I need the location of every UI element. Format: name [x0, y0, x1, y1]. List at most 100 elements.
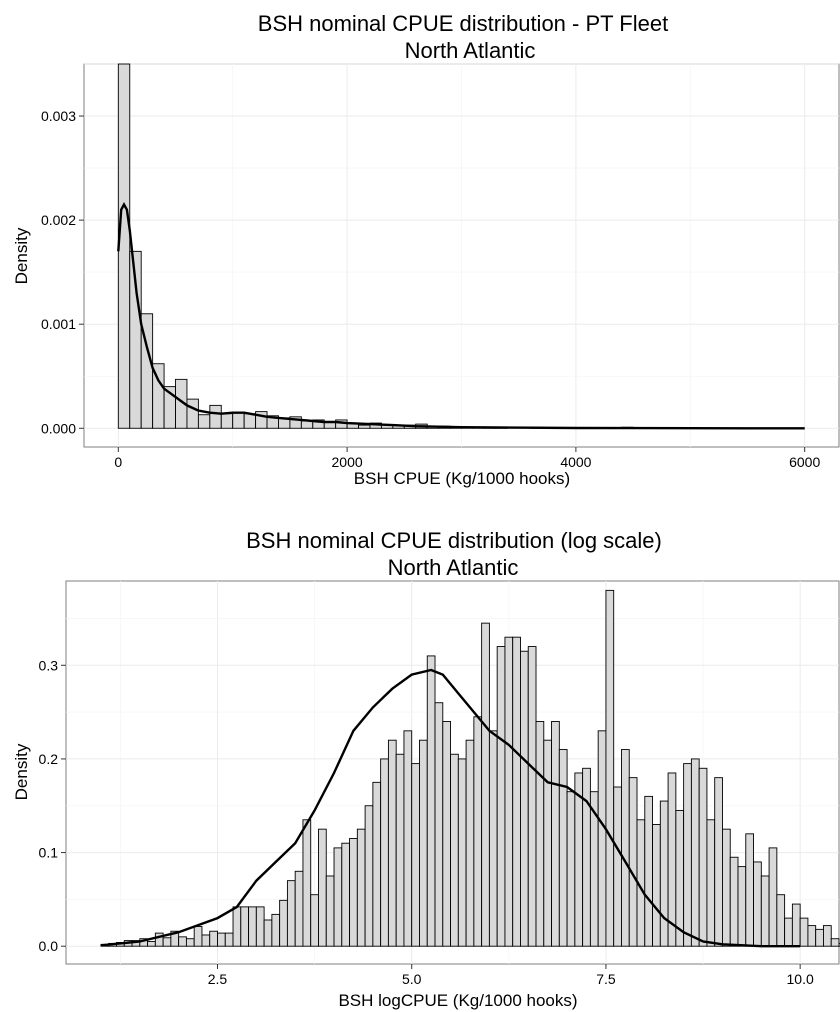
histogram-bar	[652, 824, 661, 947]
histogram-bar	[745, 833, 754, 947]
histogram-bar	[481, 622, 490, 947]
histogram-bar	[358, 424, 371, 429]
histogram-bar	[558, 749, 568, 947]
histogram-bar	[224, 932, 234, 947]
histogram-bar	[395, 753, 405, 947]
histogram-bar	[201, 934, 211, 947]
cpue-histogram-panel: BSH nominal CPUE distribution - PT Fleet…	[12, 11, 840, 488]
histogram-bar	[628, 777, 638, 947]
histogram-bar	[232, 906, 242, 947]
histogram-bar	[706, 819, 716, 947]
histogram-bar	[318, 828, 327, 947]
log-cpue-histogram-panel: BSH nominal CPUE distribution (log scale…	[12, 528, 840, 1010]
histogram-bar	[387, 739, 397, 947]
histogram-bar	[442, 721, 452, 947]
histogram-bar	[535, 721, 545, 947]
histogram-bar	[613, 786, 622, 947]
histogram-bar	[823, 925, 832, 947]
histogram-bar	[799, 917, 809, 947]
x-tick-label: 5.0	[402, 971, 422, 987]
chart-subtitle: North Atlantic	[388, 555, 519, 580]
histogram-bar	[411, 763, 420, 947]
histogram-bar	[209, 404, 222, 429]
x-axis-label: BSH logCPUE (Kg/1000 hooks)	[338, 991, 577, 1010]
y-axis-label: Density	[12, 227, 31, 284]
histogram-bar	[356, 828, 366, 947]
x-tick-label: 6000	[789, 454, 820, 470]
histogram-bar	[776, 894, 786, 947]
y-axis-ticks: 0.000 0.001 0.002 0.003	[41, 108, 84, 436]
histogram-bar	[232, 412, 245, 429]
histogram-bar	[186, 398, 199, 429]
histogram-bar	[457, 758, 467, 947]
histogram-bar	[520, 650, 529, 947]
histogram-bar	[302, 819, 312, 947]
y-axis-ticks: 0.0 0.1 0.2 0.3	[39, 657, 66, 954]
histogram-bar	[255, 906, 265, 947]
x-tick-label: 2000	[332, 454, 363, 470]
histogram-bars	[100, 589, 840, 947]
histogram-bar	[551, 721, 560, 947]
histogram-bar	[488, 730, 498, 947]
x-tick-label: 4000	[560, 454, 591, 470]
histogram-bar	[434, 702, 444, 947]
histogram-bar	[465, 739, 475, 947]
histogram-bar	[714, 777, 723, 947]
histogram-bar	[220, 413, 234, 429]
x-tick-label: 10.0	[787, 971, 814, 987]
density-curve	[100, 668, 801, 948]
chart-title: BSH nominal CPUE distribution - PT Fleet	[258, 11, 668, 36]
histogram-bar	[597, 730, 607, 947]
histogram-bar	[753, 861, 762, 947]
chart-subtitle: North Atlantic	[405, 38, 536, 63]
histogram-bar	[729, 856, 739, 947]
histogram-bar	[193, 926, 203, 947]
histogram-bar	[333, 847, 343, 947]
histogram-bar	[248, 906, 257, 947]
histogram-bar	[621, 749, 630, 947]
histogram-bar	[217, 932, 226, 947]
histogram-bar	[364, 805, 374, 947]
histogram-bar	[698, 767, 708, 947]
histogram-bar	[504, 636, 514, 947]
histogram-bar	[294, 870, 304, 947]
x-tick-label: 7.5	[596, 971, 616, 987]
histogram-bar	[582, 767, 591, 947]
histogram-bar	[243, 413, 257, 429]
histogram-bar	[690, 758, 700, 947]
histogram-bar	[240, 906, 250, 947]
histogram-bar	[325, 875, 335, 947]
histogram-bar	[349, 838, 358, 947]
histogram-bar	[263, 919, 273, 947]
y-tick-label: 0.001	[41, 316, 76, 332]
histogram-bar	[512, 636, 521, 947]
histogram-bar	[574, 772, 584, 947]
histogram-bar	[341, 842, 351, 947]
chart-title: BSH nominal CPUE distribution (log scale…	[246, 528, 662, 553]
histogram-bar	[450, 753, 459, 947]
y-tick-label: 0.002	[41, 212, 76, 228]
histogram-bar	[403, 730, 413, 947]
histogram-bar	[419, 739, 428, 947]
histogram-bar	[605, 589, 615, 947]
x-axis-ticks: 2.5 5.0 7.5 10.0	[208, 964, 814, 987]
x-tick-label: 2.5	[208, 971, 228, 987]
histogram-bar	[310, 894, 319, 947]
histogram-bar	[117, 63, 131, 429]
histogram-bar	[784, 917, 793, 947]
y-axis-label: Density	[12, 743, 31, 800]
y-tick-label: 0.003	[41, 108, 76, 124]
x-tick-label: 0	[114, 454, 122, 470]
histogram-bar	[768, 847, 778, 947]
histogram-bar	[209, 930, 218, 947]
density-curve	[117, 202, 805, 430]
y-tick-label: 0.3	[39, 657, 59, 673]
histogram-bar	[380, 758, 389, 947]
histogram-bar	[830, 938, 840, 947]
histogram-bar	[178, 936, 187, 947]
histogram-bar	[279, 899, 288, 947]
histogram-bar	[815, 928, 824, 947]
histogram-bar	[566, 791, 576, 947]
histogram-bar	[197, 414, 211, 429]
y-tick-label: 0.000	[41, 420, 76, 436]
